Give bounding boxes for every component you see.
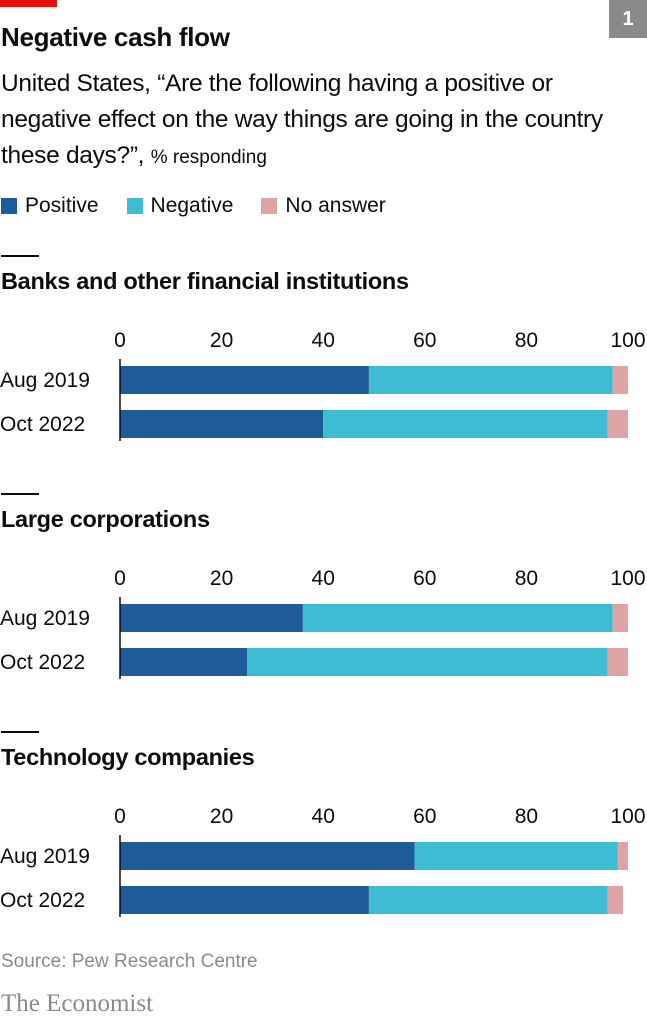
bar-segment-no-answer <box>612 604 628 632</box>
stacked-bar-chart-corporations: 0 20 40 60 80 100 Aug 2019 Oct 2022 <box>0 567 646 679</box>
bar-segment-positive <box>120 366 369 394</box>
x-tick-label: 0 <box>114 805 126 828</box>
panel-title: Technology companies <box>1 744 255 770</box>
category-label: Aug 2019 <box>0 845 90 868</box>
panel-rule <box>1 493 39 495</box>
bar-segment-no-answer <box>612 366 628 394</box>
x-tick-label: 80 <box>515 329 538 352</box>
legend: Positive Negative No answer <box>1 194 414 218</box>
chart-number-badge: 1 <box>609 0 647 38</box>
stacked-bar-chart-banks: 0 20 40 60 80 100 Aug 2019 Oct 2022 <box>0 329 646 441</box>
subtitle-text: United States, “Are the following having… <box>1 70 603 169</box>
source-note: Source: Pew Research Centre <box>1 951 258 972</box>
bar-segment-positive <box>120 886 369 914</box>
x-tick-label: 20 <box>210 567 233 590</box>
x-tick-label: 0 <box>114 329 126 352</box>
x-tick-label: 80 <box>515 567 538 590</box>
x-tick-label: 0 <box>114 567 126 590</box>
bar-segment-negative <box>414 842 618 870</box>
category-label: Aug 2019 <box>0 369 90 392</box>
legend-item-negative: Negative <box>126 194 234 218</box>
x-tick-label: 40 <box>312 805 335 828</box>
x-tick-label: 20 <box>210 329 233 352</box>
panel-title: Banks and other financial institutions <box>1 268 409 294</box>
category-label: Oct 2022 <box>0 413 85 436</box>
bar-segment-positive <box>120 648 247 676</box>
x-tick-label: 60 <box>413 567 436 590</box>
x-tick-label: 40 <box>312 329 335 352</box>
legend-label-negative: Negative <box>150 194 234 217</box>
category-label: Aug 2019 <box>0 607 90 630</box>
chart-subtitle: United States, “Are the following having… <box>1 66 641 176</box>
unit-label: % responding <box>150 147 267 168</box>
legend-swatch-positive <box>1 198 17 214</box>
panel-title: Large corporations <box>1 506 210 532</box>
bar-segment-negative <box>368 886 608 914</box>
bar-segment-positive <box>120 410 324 438</box>
bar-segment-no-answer <box>607 410 628 438</box>
bar-segment-negative <box>368 366 613 394</box>
bar-segment-negative <box>323 410 608 438</box>
legend-label-positive: Positive <box>25 194 99 217</box>
legend-item-positive: Positive <box>1 194 99 218</box>
bar-segment-positive <box>120 604 303 632</box>
category-label: Oct 2022 <box>0 889 85 912</box>
legend-swatch-negative <box>126 198 143 214</box>
x-tick-label: 60 <box>413 329 436 352</box>
stacked-bar-chart-technology: 0 20 40 60 80 100 Aug 2019 Oct 2022 <box>0 805 646 917</box>
panel-rule <box>1 255 39 257</box>
x-tick-label: 100 <box>610 329 645 352</box>
bar-segment-negative <box>247 648 608 676</box>
x-tick-label: 20 <box>210 805 233 828</box>
legend-label-no-answer: No answer <box>285 194 386 217</box>
x-tick-label: 80 <box>515 805 538 828</box>
bar-segment-no-answer <box>607 886 623 914</box>
x-tick-label: 60 <box>413 805 436 828</box>
bar-segment-no-answer <box>617 842 628 870</box>
category-label: Oct 2022 <box>0 651 85 674</box>
panel-rule <box>1 731 39 733</box>
x-tick-label: 40 <box>312 567 335 590</box>
chart-title: Negative cash flow <box>1 22 230 52</box>
x-tick-label: 100 <box>610 805 645 828</box>
x-tick-label: 100 <box>610 567 645 590</box>
bar-segment-positive <box>120 842 415 870</box>
bar-segment-no-answer <box>607 648 628 676</box>
brand-red-bar <box>0 0 57 7</box>
legend-swatch-no-answer <box>261 198 278 214</box>
legend-item-no-answer: No answer <box>261 194 386 218</box>
bar-segment-negative <box>302 604 613 632</box>
brand-logo: The Economist <box>1 990 154 1017</box>
